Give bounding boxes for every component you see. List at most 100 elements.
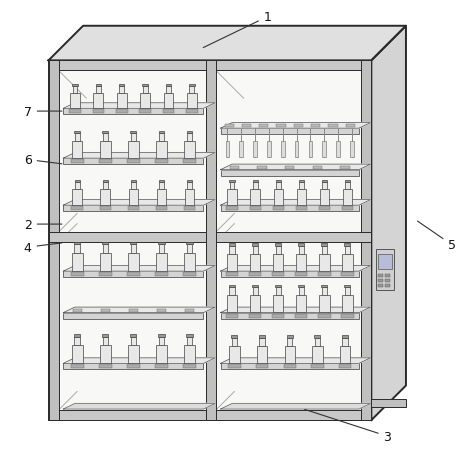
Bar bbox=[142, 84, 148, 86]
Bar bbox=[227, 190, 237, 205]
Bar bbox=[187, 183, 192, 190]
Bar bbox=[69, 110, 81, 114]
Polygon shape bbox=[63, 358, 215, 363]
Bar bbox=[94, 94, 103, 109]
Bar bbox=[72, 253, 83, 271]
Bar bbox=[385, 274, 390, 277]
Bar bbox=[315, 336, 320, 338]
Bar bbox=[187, 94, 197, 109]
Bar bbox=[252, 285, 258, 288]
Bar bbox=[275, 246, 281, 254]
Bar bbox=[275, 244, 281, 246]
Bar bbox=[220, 170, 359, 176]
Bar bbox=[186, 334, 192, 337]
Bar bbox=[350, 142, 354, 157]
Bar bbox=[48, 61, 371, 71]
Bar bbox=[159, 134, 164, 142]
Bar bbox=[73, 86, 77, 94]
Bar bbox=[130, 337, 136, 345]
Bar bbox=[295, 206, 307, 211]
Bar bbox=[63, 159, 204, 165]
Text: 1: 1 bbox=[203, 11, 272, 49]
Bar bbox=[344, 244, 350, 246]
Bar bbox=[343, 338, 348, 346]
Bar bbox=[71, 272, 84, 276]
Bar bbox=[186, 132, 192, 134]
Bar bbox=[341, 167, 350, 169]
Bar bbox=[294, 125, 303, 128]
Bar bbox=[166, 86, 171, 94]
Bar bbox=[227, 295, 237, 313]
Polygon shape bbox=[220, 358, 370, 363]
Bar bbox=[103, 181, 108, 183]
Bar bbox=[226, 142, 229, 157]
Bar bbox=[371, 400, 406, 407]
Bar bbox=[249, 206, 261, 211]
Bar bbox=[281, 142, 285, 157]
Bar bbox=[296, 295, 307, 313]
Bar bbox=[259, 336, 265, 338]
Bar bbox=[229, 181, 235, 183]
Bar bbox=[130, 242, 137, 245]
Bar bbox=[48, 61, 59, 420]
Bar bbox=[103, 183, 108, 190]
Bar bbox=[229, 246, 235, 254]
Bar bbox=[250, 295, 260, 313]
Bar bbox=[296, 190, 306, 205]
Bar bbox=[340, 346, 350, 363]
Bar bbox=[322, 288, 327, 295]
Bar bbox=[128, 206, 139, 211]
Bar bbox=[127, 272, 140, 276]
Bar bbox=[75, 183, 80, 190]
Bar bbox=[63, 313, 204, 319]
Bar bbox=[156, 142, 167, 158]
Bar bbox=[139, 110, 151, 114]
Bar bbox=[59, 243, 206, 410]
Bar bbox=[346, 125, 355, 128]
Bar bbox=[272, 314, 284, 318]
Bar bbox=[319, 206, 330, 211]
Bar bbox=[295, 314, 308, 318]
Bar bbox=[287, 338, 292, 346]
Bar bbox=[312, 346, 322, 363]
Bar bbox=[378, 274, 383, 277]
Bar bbox=[220, 129, 359, 135]
Bar bbox=[71, 206, 83, 211]
Polygon shape bbox=[63, 153, 215, 159]
Bar bbox=[130, 245, 136, 253]
Bar bbox=[318, 272, 330, 276]
Bar bbox=[102, 334, 109, 337]
Polygon shape bbox=[63, 104, 215, 109]
Bar bbox=[158, 245, 164, 253]
Bar bbox=[385, 284, 390, 288]
Bar bbox=[63, 109, 204, 115]
Polygon shape bbox=[63, 200, 215, 206]
Bar bbox=[48, 61, 371, 420]
Bar bbox=[298, 244, 304, 246]
Polygon shape bbox=[220, 307, 370, 313]
Bar bbox=[156, 206, 167, 211]
Bar bbox=[322, 244, 327, 246]
Bar bbox=[344, 285, 350, 288]
Bar bbox=[183, 272, 196, 276]
Bar bbox=[71, 160, 83, 164]
Bar bbox=[259, 125, 268, 128]
Bar bbox=[72, 190, 82, 205]
Bar bbox=[229, 346, 240, 363]
Bar bbox=[75, 132, 80, 134]
Bar bbox=[267, 142, 271, 157]
Bar bbox=[342, 295, 353, 313]
Bar bbox=[285, 346, 295, 363]
Bar bbox=[342, 206, 353, 211]
Bar bbox=[119, 86, 124, 94]
Bar bbox=[101, 309, 110, 312]
Bar bbox=[283, 364, 296, 369]
Bar bbox=[187, 337, 192, 345]
Text: 5: 5 bbox=[418, 222, 456, 252]
Bar bbox=[74, 242, 81, 245]
Bar bbox=[155, 272, 168, 276]
Bar bbox=[166, 84, 171, 86]
Bar bbox=[184, 206, 195, 211]
Bar bbox=[206, 61, 216, 420]
Polygon shape bbox=[220, 200, 370, 206]
